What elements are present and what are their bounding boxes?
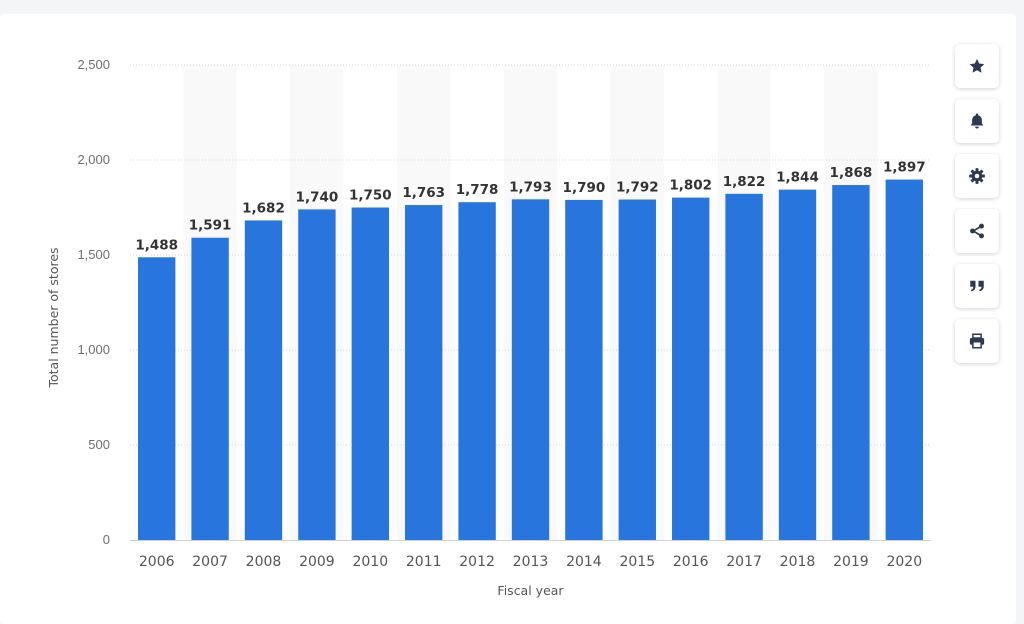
x-tick-label: 2014 <box>566 554 602 570</box>
data-label: 1,763 <box>402 185 445 201</box>
data-label: 1,868 <box>830 165 873 181</box>
bar[interactable] <box>832 185 870 540</box>
chart-card: 0 500 1,000 1,500 2,000 2,500 1,488 1,591 1,682… <box>0 14 1016 624</box>
gear-icon <box>969 168 985 184</box>
y-tick-label: 0 <box>103 532 110 547</box>
bar[interactable] <box>458 202 496 540</box>
print-button[interactable] <box>955 319 999 363</box>
data-label: 1,790 <box>563 180 606 196</box>
x-tick-label: 2007 <box>192 554 228 570</box>
y-axis-ticks: 0 500 1,000 1,500 2,000 2,500 <box>77 57 110 547</box>
quote-icon <box>970 280 984 292</box>
x-tick-label: 2011 <box>406 554 442 570</box>
x-tick-label: 2009 <box>299 554 335 570</box>
cite-button[interactable] <box>955 264 999 308</box>
y-tick-label: 2,500 <box>77 57 110 72</box>
bar[interactable] <box>298 209 336 540</box>
share-button[interactable] <box>955 209 999 253</box>
x-tick-label: 2008 <box>246 554 282 570</box>
x-axis-title: Fiscal year <box>497 583 564 598</box>
settings-button[interactable] <box>955 154 999 198</box>
x-tick-label: 2017 <box>726 554 762 570</box>
data-label: 1,750 <box>349 188 392 204</box>
x-tick-label: 2020 <box>886 554 922 570</box>
notification-button[interactable] <box>955 99 999 143</box>
bar[interactable] <box>565 199 603 540</box>
bar[interactable] <box>138 257 176 540</box>
x-tick-label: 2015 <box>619 554 655 570</box>
y-tick-label: 500 <box>88 437 110 452</box>
x-tick-label: 2019 <box>833 554 869 570</box>
bar-chart: 0 500 1,000 1,500 2,000 2,500 1,488 1,591 1,682… <box>46 57 931 598</box>
x-tick-label: 2013 <box>513 554 549 570</box>
x-tick-label: 2006 <box>139 554 175 570</box>
chart-toolbar <box>955 44 999 374</box>
y-tick-label: 2,000 <box>77 152 110 167</box>
data-label: 1,792 <box>616 180 659 196</box>
y-tick-label: 1,500 <box>77 247 110 262</box>
data-label: 1,802 <box>669 178 712 194</box>
bar[interactable] <box>351 207 389 541</box>
y-tick-label: 1,000 <box>77 342 110 357</box>
bar[interactable] <box>244 220 283 541</box>
x-tick-label: 2016 <box>673 554 709 570</box>
bar[interactable] <box>672 197 710 540</box>
data-label: 1,740 <box>296 189 339 205</box>
data-labels: 1,488 1,591 1,682 1,740 1,750 1,763 1,778 1,793… <box>135 160 925 254</box>
bar[interactable] <box>511 199 550 540</box>
favorite-button[interactable] <box>955 44 999 88</box>
bar[interactable] <box>191 237 229 540</box>
data-label: 1,897 <box>883 160 926 176</box>
data-label: 1,682 <box>242 200 285 216</box>
data-label: 1,778 <box>456 182 499 198</box>
bar[interactable] <box>725 193 763 540</box>
x-tick-label: 2012 <box>459 554 495 570</box>
bar[interactable] <box>618 199 656 540</box>
y-axis-title: Total number of stores <box>46 247 61 388</box>
data-label: 1,793 <box>509 179 552 195</box>
star-icon <box>969 58 985 73</box>
bar[interactable] <box>885 179 923 540</box>
bell-icon <box>970 113 984 129</box>
x-tick-label: 2018 <box>780 554 816 570</box>
data-label: 1,591 <box>189 218 232 234</box>
x-axis-ticks: 2006 2007 2008 2009 2010 2011 2012 2013 2014 2015… <box>139 554 922 570</box>
bar[interactable] <box>778 189 817 540</box>
data-label: 1,844 <box>776 170 819 186</box>
print-icon <box>969 333 985 349</box>
data-label: 1,488 <box>135 237 178 253</box>
bar[interactable] <box>405 205 443 540</box>
data-label: 1,822 <box>723 174 766 190</box>
x-tick-label: 2010 <box>352 554 388 570</box>
bars <box>138 179 923 541</box>
share-icon <box>970 223 984 239</box>
